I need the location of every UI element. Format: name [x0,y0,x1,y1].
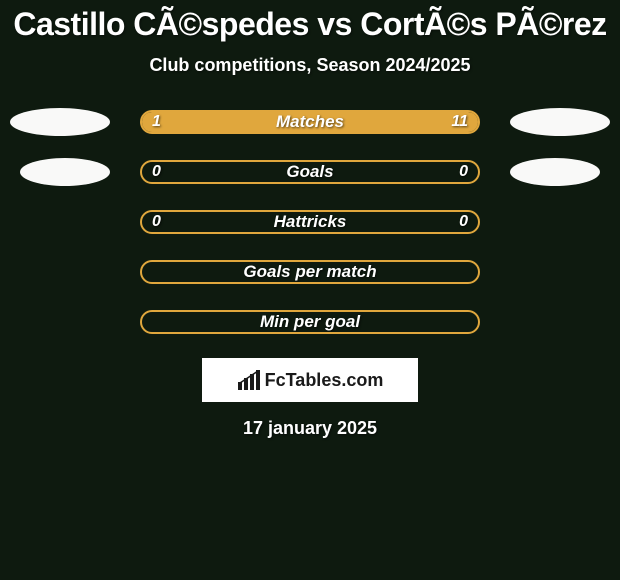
stat-row: Goals per match [0,258,620,286]
player-left-marker [10,108,110,136]
stat-bar: 00Goals [140,160,480,184]
stat-row: 111Matches [0,108,620,136]
stat-row: 00Hattricks [0,208,620,236]
stat-label: Goals per match [142,262,478,282]
stat-row: 00Goals [0,158,620,186]
stat-label: Hattricks [142,212,478,232]
brand-box: FcTables.com [202,358,418,402]
player-left-marker [20,158,110,186]
footer-date: 17 january 2025 [0,418,620,439]
stat-bar: 111Matches [140,110,480,134]
brand-text: FcTables.com [265,370,384,391]
stat-label: Goals [142,162,478,182]
player-right-marker [510,158,600,186]
stat-bar: Goals per match [140,260,480,284]
brand-chart-icon [237,370,261,390]
comparison-rows: 111Matches 00Goals 00Hattricks Goals per ma… [0,108,620,336]
stat-label: Matches [142,112,478,132]
stat-row: Min per goal [0,308,620,336]
page-subtitle: Club competitions, Season 2024/2025 [0,55,620,76]
page-title: Castillo CÃ©spedes vs CortÃ©s PÃ©rez [0,0,620,43]
stat-bar: 00Hattricks [140,210,480,234]
player-right-marker [510,108,610,136]
stat-label: Min per goal [142,312,478,332]
stat-bar: Min per goal [140,310,480,334]
